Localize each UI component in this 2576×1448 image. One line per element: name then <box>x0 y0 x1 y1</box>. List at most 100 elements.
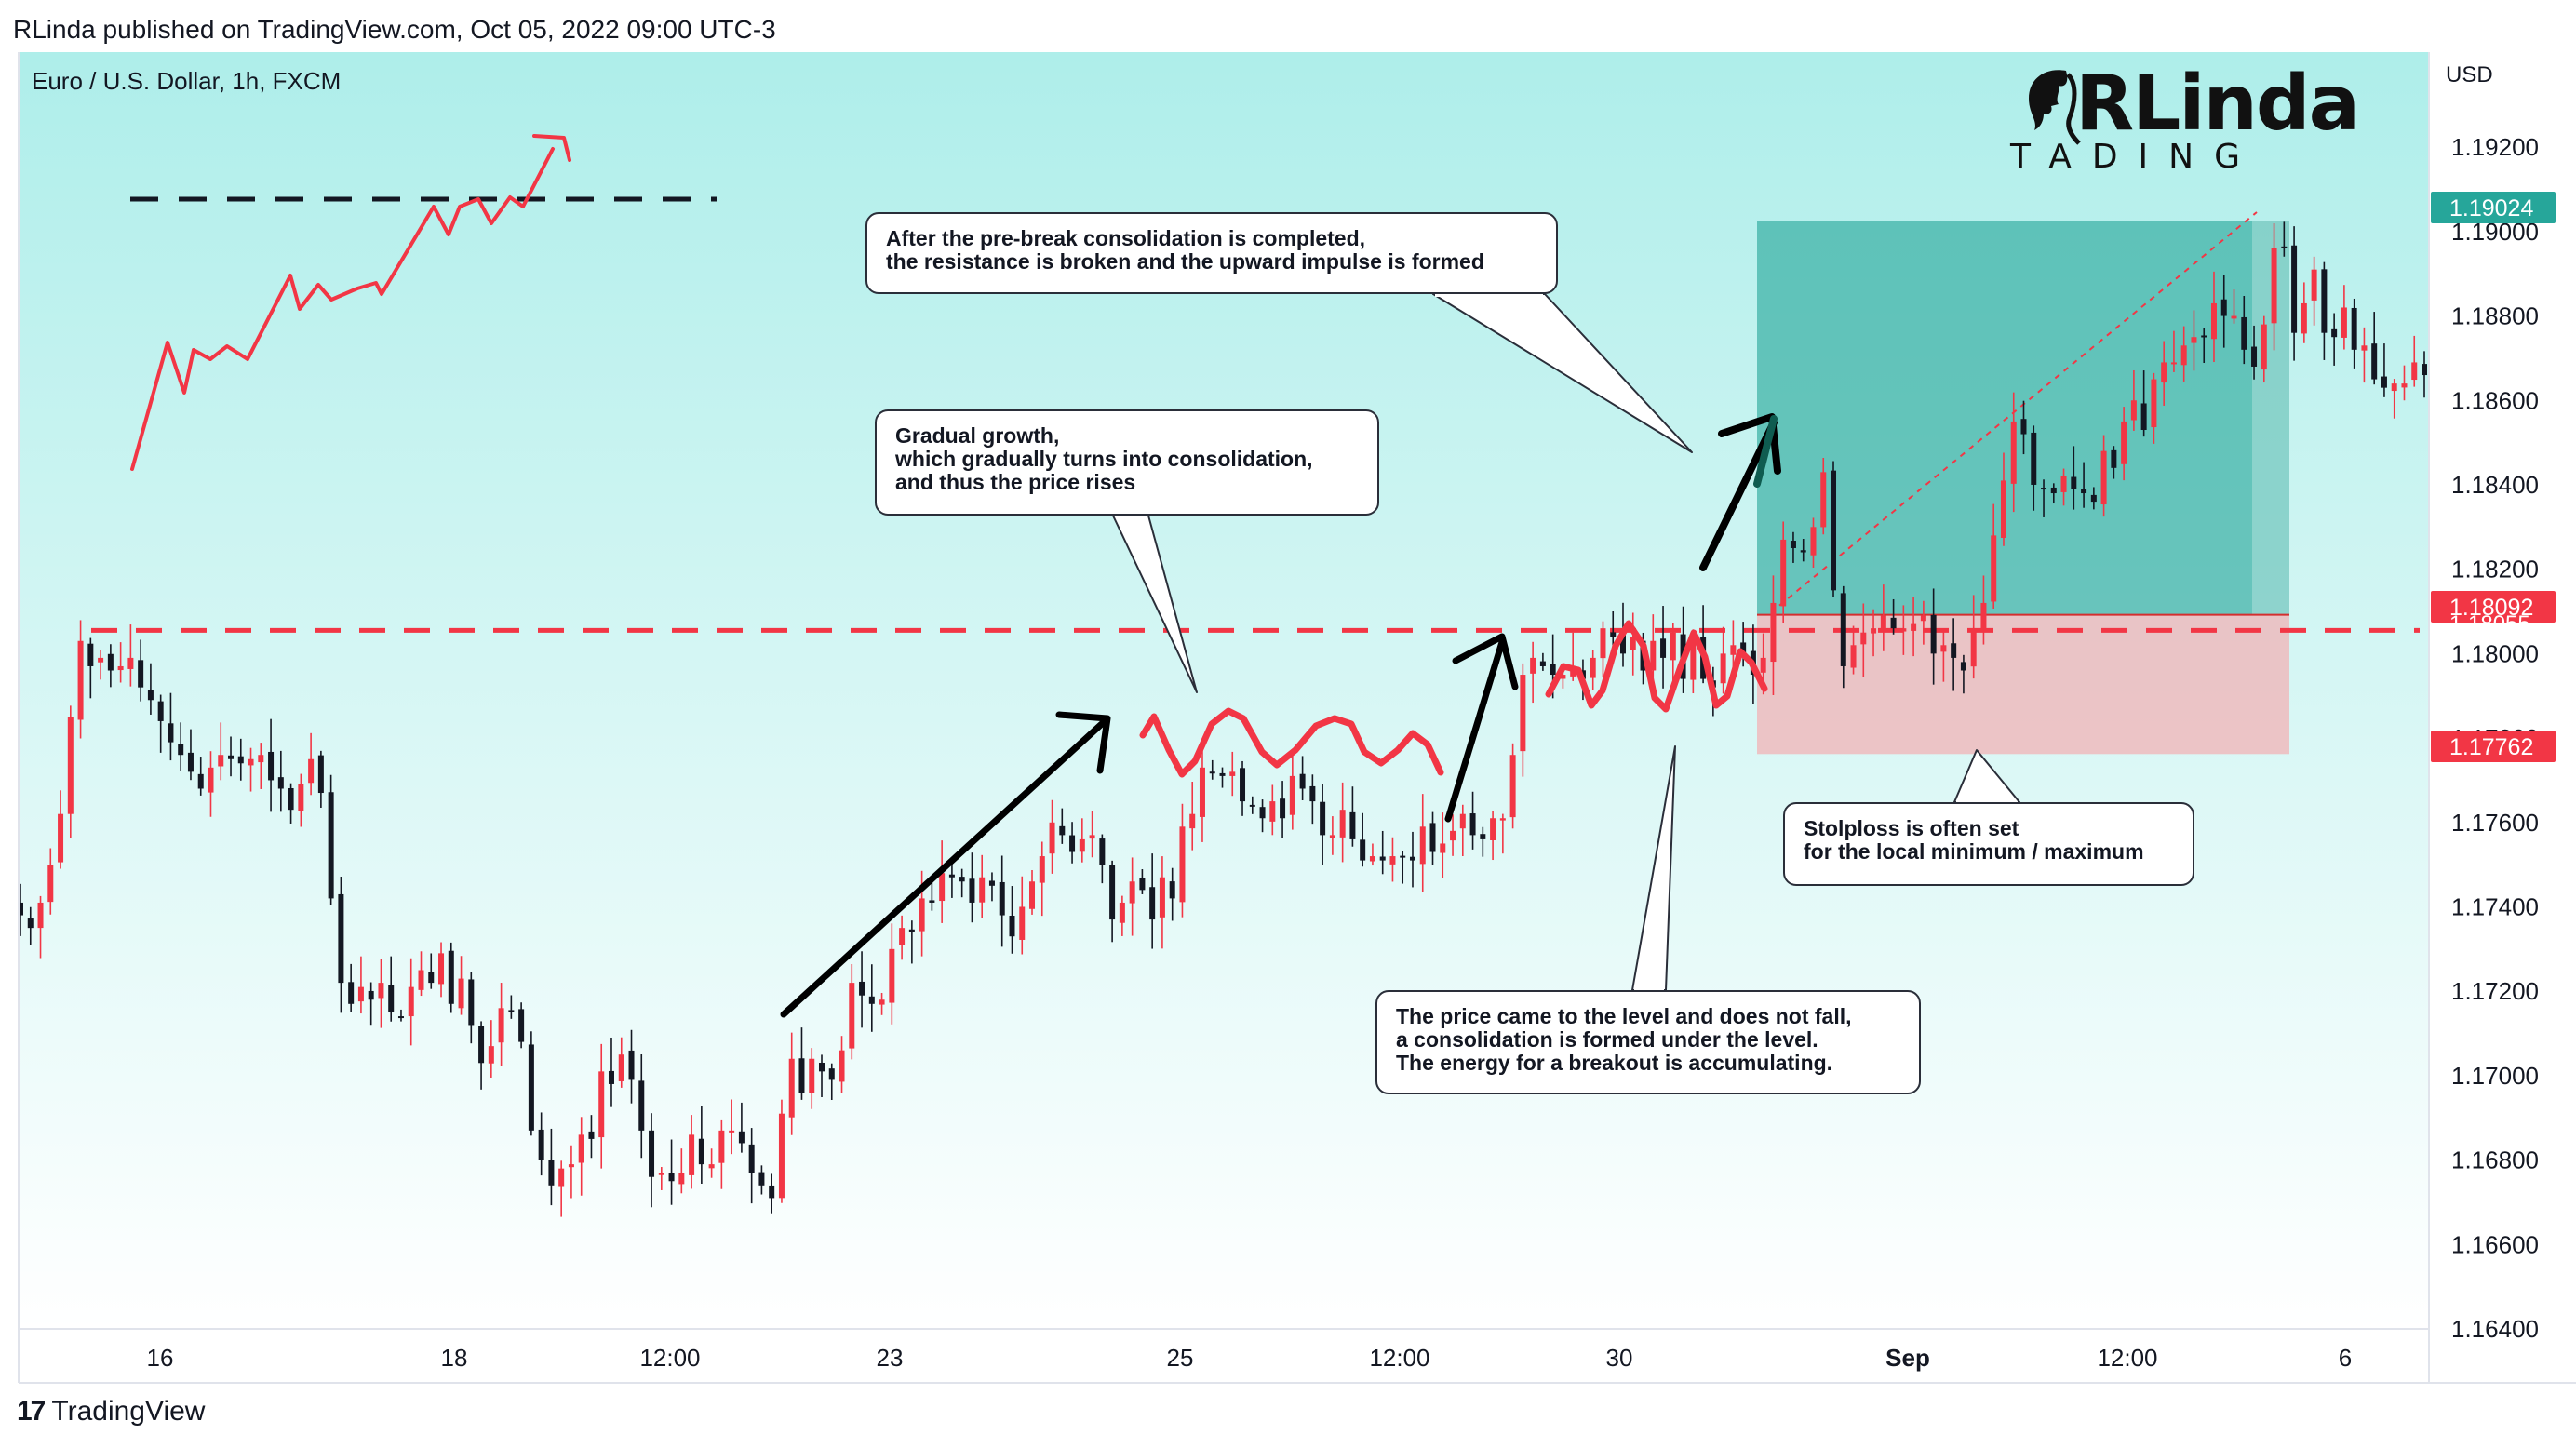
candle <box>1450 814 1456 856</box>
candle-body <box>1620 635 1626 654</box>
candle-body <box>178 744 184 756</box>
candle <box>508 995 515 1019</box>
candle-body <box>1560 675 1566 679</box>
candle-body <box>478 1026 485 1064</box>
candle-body <box>1509 755 1516 818</box>
candle <box>1800 539 1806 562</box>
y-tick-label: 1.17200 <box>2451 977 2539 1005</box>
candle <box>2351 298 2357 369</box>
candle <box>1179 803 1186 918</box>
candle <box>127 624 134 687</box>
candle <box>2191 310 2197 371</box>
candle-body <box>2210 302 2217 340</box>
footer-brand[interactable]: 17 TradingView <box>17 1396 205 1428</box>
x-tick-label: 23 <box>877 1344 904 1372</box>
candle-body <box>1860 632 1867 645</box>
candle <box>357 956 364 1014</box>
candle <box>288 783 294 824</box>
candle <box>1520 663 1526 777</box>
candle <box>338 876 344 1013</box>
candle <box>1019 876 1026 955</box>
candle-body <box>2050 487 2057 494</box>
candle-body <box>1630 637 1636 650</box>
x-tick-label: 6 <box>2339 1344 2352 1372</box>
candle <box>1660 606 1667 689</box>
candle-body <box>1660 638 1667 658</box>
y-tick-label: 1.18800 <box>2451 302 2539 330</box>
y-tick-label: 1.17000 <box>2451 1062 2539 1090</box>
trend-arrow-second <box>1444 638 1506 823</box>
candle <box>1419 794 1426 892</box>
candle-body <box>1871 628 1877 634</box>
candle <box>418 951 424 997</box>
candle-body <box>788 1058 795 1118</box>
candle <box>2170 330 2177 372</box>
candle-body <box>317 755 324 794</box>
candle <box>178 722 184 771</box>
candle <box>1209 759 1215 780</box>
candle-body <box>819 1062 825 1072</box>
candle <box>1049 799 1055 874</box>
candle <box>2041 479 2047 517</box>
y-tick-label: 1.16600 <box>2451 1230 2539 1258</box>
candle <box>999 855 1005 947</box>
candle-body <box>1840 593 1846 666</box>
candle <box>2050 483 2057 504</box>
candle-body <box>618 1054 624 1081</box>
candle <box>1600 621 1606 677</box>
candle <box>1269 784 1276 836</box>
candle <box>1139 869 1146 894</box>
candle-body <box>1240 768 1246 802</box>
candle <box>67 705 74 838</box>
candle <box>1970 595 1977 679</box>
candle-body <box>2191 337 2197 343</box>
candle-body <box>1389 856 1396 865</box>
candle <box>1229 751 1236 797</box>
candle-body <box>1831 470 1837 591</box>
candle-body <box>1590 657 1596 678</box>
candle-body <box>548 1160 555 1186</box>
candle <box>448 942 454 1013</box>
candle-body <box>1790 541 1796 548</box>
candle <box>2331 313 2338 366</box>
candle-body <box>338 893 344 984</box>
price-tag-bg <box>2431 591 2556 623</box>
candle-body <box>418 970 424 990</box>
candle <box>1360 812 1366 867</box>
candle-body <box>27 918 34 929</box>
candle-body <box>1920 615 1926 622</box>
candle-body <box>117 665 124 671</box>
candle-body <box>237 756 244 764</box>
symbol-title[interactable]: Euro / U.S. Dollar, 1h, FXCM <box>32 67 342 95</box>
candle-body <box>1800 550 1806 553</box>
candle-body <box>1109 865 1116 920</box>
candle-body <box>218 755 224 767</box>
candle-body <box>1209 771 1215 774</box>
candle-body <box>1360 839 1366 861</box>
candle-body <box>638 1080 645 1131</box>
candle-body <box>859 981 865 996</box>
candle <box>729 1099 735 1155</box>
candle <box>528 1031 534 1136</box>
candle <box>969 852 975 923</box>
candle-body <box>649 1130 655 1177</box>
candle-body <box>1539 661 1546 666</box>
candle <box>748 1128 755 1204</box>
x-tick-label: 12:00 <box>1369 1344 1429 1372</box>
candle-body <box>58 813 64 863</box>
candle-body <box>758 1172 765 1186</box>
candle <box>939 840 946 923</box>
logo-wordmark: RLinda <box>2075 60 2360 148</box>
candle-body <box>1610 632 1617 637</box>
candle <box>1860 603 1867 677</box>
candle-body <box>889 948 895 1003</box>
candle-body <box>1419 826 1426 865</box>
candle-body <box>999 881 1005 916</box>
candle <box>2161 341 2167 406</box>
candle-body <box>2090 494 2097 503</box>
candle-body <box>47 865 54 903</box>
price-tag-label: 1.17762 <box>2449 734 2533 760</box>
candle-body <box>2111 449 2117 468</box>
candle <box>488 1020 494 1078</box>
candle <box>1099 834 1106 884</box>
